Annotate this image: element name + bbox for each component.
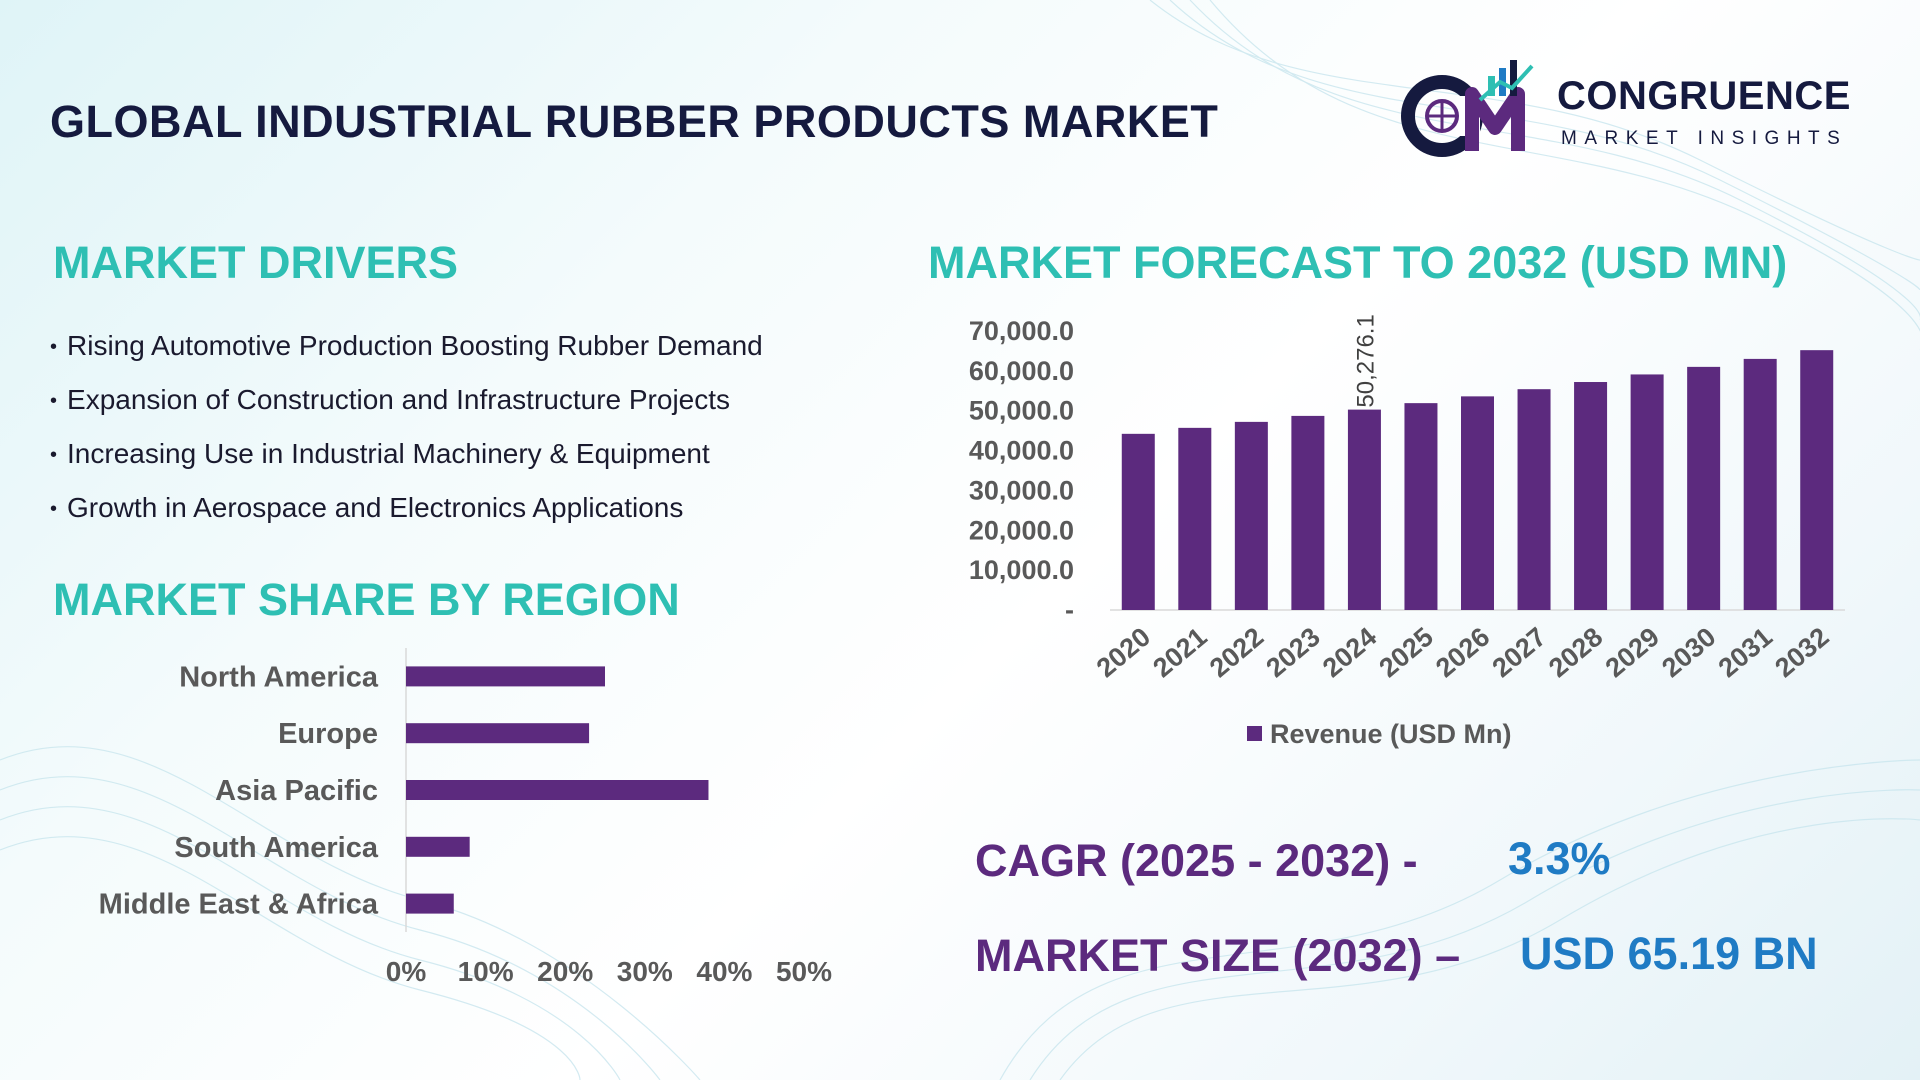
market-size-label: MARKET SIZE (2032) – bbox=[975, 930, 1461, 981]
y-tick-label: 40,000.0 bbox=[969, 436, 1074, 466]
logo-mark-icon bbox=[1401, 60, 1534, 157]
driver-item: • Rising Automotive Production Boosting R… bbox=[50, 326, 763, 380]
cagr-value: 3.3% bbox=[1508, 833, 1611, 884]
x-tick-label: 2028 bbox=[1543, 622, 1608, 684]
logo-subtitle: MARKET INSIGHTS bbox=[1561, 128, 1848, 149]
data-label: 50,276.1 bbox=[1352, 314, 1379, 407]
x-tick-label: 0% bbox=[386, 956, 427, 987]
x-tick-label: 2027 bbox=[1487, 622, 1552, 684]
y-tick-label: 10,000.0 bbox=[969, 555, 1074, 585]
bullet-icon: • bbox=[50, 390, 58, 412]
drivers-list: • Rising Automotive Production Boosting R… bbox=[50, 326, 763, 542]
y-tick-label: 70,000.0 bbox=[969, 316, 1074, 346]
bar-middle-east-africa bbox=[406, 893, 454, 914]
bar-2027 bbox=[1517, 389, 1551, 610]
bar-2028 bbox=[1574, 382, 1608, 610]
x-tick-label: 2026 bbox=[1430, 622, 1495, 684]
x-tick-label: 2025 bbox=[1374, 622, 1439, 684]
y-tick-label: 60,000.0 bbox=[969, 356, 1074, 386]
driver-item: • Increasing Use in Industrial Machinery … bbox=[50, 434, 763, 488]
bar-north-america bbox=[406, 666, 605, 687]
bullet-icon: • bbox=[50, 336, 58, 358]
x-tick-label: 40% bbox=[696, 956, 752, 987]
x-tick-label: 2031 bbox=[1713, 622, 1778, 684]
company-logo: CONGRUENCE MARKET INSIGHTS bbox=[1400, 56, 1870, 161]
driver-text: Increasing Use in Industrial Machinery &… bbox=[67, 438, 710, 469]
logo-name: CONGRUENCE bbox=[1557, 74, 1851, 118]
y-tick-label: Europe bbox=[278, 718, 378, 750]
x-tick-label: 2030 bbox=[1656, 622, 1721, 684]
driver-text: Growth in Aerospace and Electronics Appl… bbox=[67, 492, 684, 523]
x-tick-label: 2029 bbox=[1600, 622, 1665, 684]
driver-text: Expansion of Construction and Infrastruc… bbox=[67, 384, 731, 415]
bar-2031 bbox=[1743, 358, 1777, 610]
x-tick-label: 10% bbox=[458, 956, 514, 987]
market-size-value: USD 65.19 BN bbox=[1520, 928, 1818, 979]
driver-item: • Growth in Aerospace and Electronics App… bbox=[50, 488, 763, 542]
y-tick-label: 50,000.0 bbox=[969, 396, 1074, 426]
bar-2025 bbox=[1404, 403, 1438, 610]
x-tick-label: 30% bbox=[617, 956, 673, 987]
bar-2023 bbox=[1291, 415, 1325, 610]
cagr-label: CAGR (2025 - 2032) - bbox=[975, 835, 1418, 886]
forecast-bar-chart: - 10,000.0 20,000.0 30,000.0 40,000.0 50,000.… bbox=[969, 314, 1845, 749]
bar-2022 bbox=[1234, 421, 1268, 610]
forecast-title: MARKET FORECAST TO 2032 (USD MN) bbox=[928, 237, 1788, 288]
x-tick-label: 20% bbox=[537, 956, 593, 987]
x-tick-label: 2021 bbox=[1147, 622, 1212, 684]
y-tick-label: Middle East & Africa bbox=[99, 889, 379, 921]
region-title: MARKET SHARE BY REGION bbox=[53, 574, 680, 625]
legend-label: Revenue (USD Mn) bbox=[1270, 719, 1512, 749]
bar-2021 bbox=[1178, 427, 1212, 610]
driver-item: • Expansion of Construction and Infrastru… bbox=[50, 380, 763, 434]
y-tick-label: South America bbox=[174, 832, 378, 864]
bar-2032 bbox=[1800, 350, 1834, 610]
bar-europe bbox=[406, 723, 590, 744]
bar-2026 bbox=[1461, 396, 1494, 610]
x-tick-label: 50% bbox=[776, 956, 832, 987]
x-tick-label: 2023 bbox=[1260, 622, 1325, 684]
y-tick-label: - bbox=[1065, 595, 1074, 625]
driver-text: Rising Automotive Production Boosting Ru… bbox=[67, 330, 763, 361]
y-tick-label: 20,000.0 bbox=[969, 515, 1074, 545]
region-share-chart: North America Europe Asia Pacific South Ame… bbox=[99, 648, 832, 987]
x-tick-label: 2022 bbox=[1204, 622, 1269, 684]
x-tick-label: 2024 bbox=[1317, 622, 1382, 684]
drivers-title: MARKET DRIVERS bbox=[53, 237, 459, 288]
bar-2030 bbox=[1687, 366, 1721, 610]
bar-south-america bbox=[406, 836, 470, 857]
legend-swatch bbox=[1247, 726, 1262, 741]
bar-2024 bbox=[1347, 409, 1381, 610]
bar-2020 bbox=[1121, 433, 1155, 610]
page-title: GLOBAL INDUSTRIAL RUBBER PRODUCTS MARKET bbox=[50, 96, 1219, 147]
x-tick-label: 2032 bbox=[1769, 622, 1834, 684]
bar-asia-pacific bbox=[406, 780, 709, 800]
x-tick-label: 2020 bbox=[1091, 622, 1156, 684]
y-tick-label: North America bbox=[179, 661, 379, 693]
y-tick-label: Asia Pacific bbox=[215, 775, 378, 807]
bullet-icon: • bbox=[50, 498, 58, 520]
bullet-icon: • bbox=[50, 444, 58, 466]
y-tick-label: 30,000.0 bbox=[969, 475, 1074, 505]
bar-2029 bbox=[1630, 374, 1664, 610]
